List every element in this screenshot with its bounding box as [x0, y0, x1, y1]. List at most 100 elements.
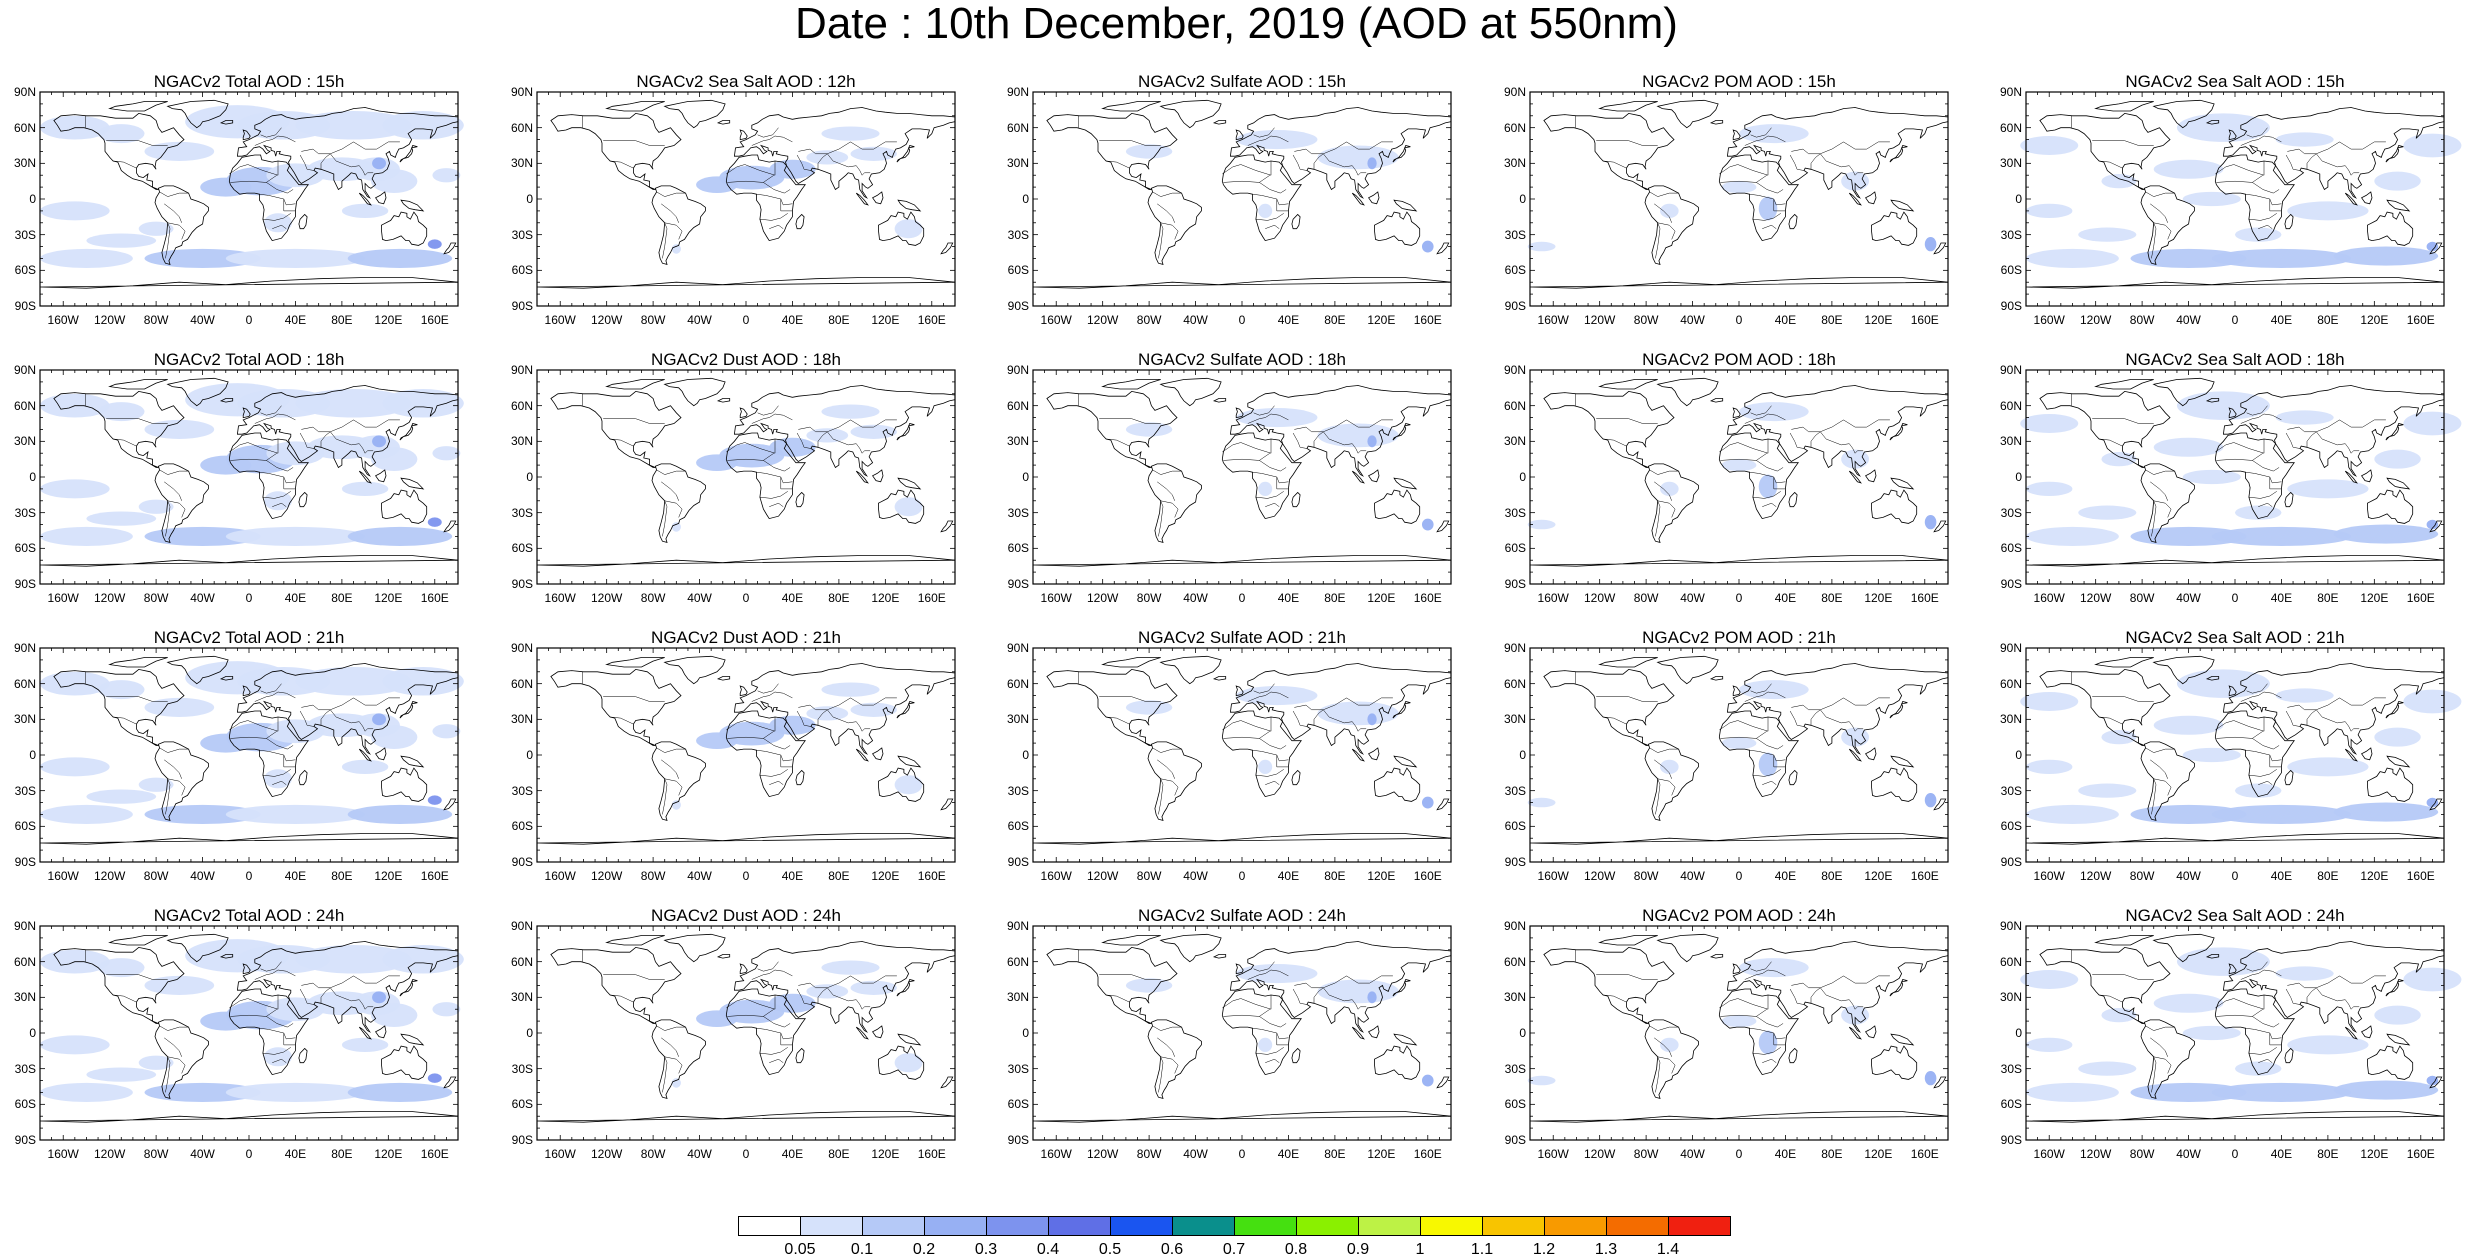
country-border — [1649, 191, 1679, 197]
panel-title: NGACv2 Sea Salt AOD : 12h — [636, 72, 856, 91]
aod-field-patch — [2130, 804, 2247, 824]
coastline — [1644, 463, 1699, 543]
aod-field-patch — [370, 725, 418, 750]
lon-label: 80W — [1633, 1147, 1659, 1161]
country-border — [113, 716, 137, 725]
country-border — [301, 141, 400, 155]
country-border — [1773, 1032, 1786, 1040]
coastline — [878, 211, 925, 246]
lon-label: 160W — [1537, 591, 1569, 605]
country-border — [656, 1025, 686, 1031]
country-border — [664, 778, 683, 796]
country-border — [1603, 160, 1627, 169]
lat-label: 60S — [1007, 263, 1029, 278]
aod-field-patch — [1258, 481, 1273, 497]
coastline — [1212, 954, 1227, 959]
aod-field-patch — [225, 1082, 366, 1102]
country-border — [2316, 987, 2360, 1010]
aod-field-patch — [1317, 423, 1399, 448]
lon-label: 80W — [2129, 1147, 2155, 1161]
coastline — [1147, 1019, 1202, 1099]
aod-field-patch — [98, 680, 145, 700]
country-border — [1313, 153, 1324, 170]
country-border — [1649, 747, 1679, 753]
country-border — [330, 987, 374, 1010]
country-border — [1719, 717, 1769, 732]
country-border — [1323, 431, 1367, 454]
map-frame — [1529, 91, 1949, 307]
coastline — [298, 1047, 308, 1064]
aod-field-patch — [2211, 248, 2352, 268]
country-border — [1820, 431, 1864, 454]
country-border — [2153, 1056, 2172, 1074]
aod-field-patch — [821, 404, 880, 419]
map-frame — [1032, 369, 1452, 585]
colorbar-swatch — [1172, 1216, 1235, 1236]
country-border — [2216, 452, 2264, 461]
country-border — [283, 1032, 296, 1040]
aod-field-patch — [2176, 669, 2270, 698]
coastline — [1718, 988, 1799, 1076]
colorbar-swatch — [1110, 1216, 1173, 1236]
lon-label: 120W — [590, 1147, 623, 1161]
lon-label: 120W — [1583, 313, 1616, 327]
country-border — [1756, 738, 1784, 750]
country-border — [759, 491, 788, 499]
country-border — [2252, 182, 2280, 194]
coastline — [716, 398, 731, 403]
aod-field-patch — [2403, 133, 2462, 158]
lat-label: 90S — [14, 1133, 36, 1147]
lon-label: 120W — [1583, 869, 1616, 883]
aod-field-patch — [1721, 459, 1757, 472]
coastline — [39, 833, 459, 845]
aod-field-patch — [671, 522, 681, 532]
aod-field-patch — [2287, 479, 2369, 499]
country-border — [2215, 439, 2265, 454]
world-map — [536, 369, 956, 585]
coastline — [2386, 755, 2411, 768]
lat-label: 90S — [1007, 299, 1029, 313]
country-border — [1756, 182, 1784, 194]
aod-field-patch — [1758, 752, 1778, 777]
lon-label: 40E — [284, 1147, 307, 1161]
country-border — [301, 697, 400, 711]
lat-label: 0 — [29, 748, 36, 762]
coastline — [1726, 663, 1949, 755]
colorbar-label: 1.4 — [1656, 1241, 1680, 1258]
coastline — [1351, 1026, 1365, 1040]
coastline — [1788, 769, 1798, 786]
colorbar-label: 1 — [1415, 1241, 1425, 1258]
coastline — [2222, 107, 2445, 199]
country-border — [167, 222, 186, 240]
lat-label: 90N — [1006, 85, 1029, 99]
aod-field-patch — [2130, 526, 2247, 546]
lat-label: 60N — [13, 676, 36, 691]
lat-label: 90N — [13, 363, 36, 377]
aod-field-patch — [2374, 727, 2421, 747]
lat-label: 60N — [1006, 676, 1029, 691]
coastline — [236, 941, 459, 1033]
coastline — [1726, 107, 1949, 199]
coastline — [242, 407, 251, 419]
country-border — [1603, 438, 1627, 447]
country-border — [1752, 491, 1781, 499]
lon-label: 160W — [1040, 1147, 1072, 1161]
lon-label: 120W — [2079, 313, 2112, 327]
aod-field-patch — [427, 795, 442, 805]
lon-label: 120W — [1086, 313, 1119, 327]
aod-field-patch — [2374, 1005, 2421, 1025]
lat-label: 30S — [511, 505, 533, 520]
lon-label: 80E — [331, 869, 353, 883]
country-border — [254, 135, 296, 146]
coastline — [2228, 407, 2237, 419]
coastline — [1235, 407, 1244, 419]
country-border — [2316, 153, 2360, 176]
lon-label: 40E — [2270, 1147, 2293, 1161]
country-border — [2246, 405, 2268, 416]
lon-label: 40W — [1183, 1147, 1208, 1161]
coastline — [1368, 469, 1380, 483]
country-border — [2150, 203, 2168, 223]
aod-field-patch — [432, 724, 461, 739]
aod-field-patch — [1527, 1075, 1556, 1086]
coastline — [228, 154, 309, 242]
